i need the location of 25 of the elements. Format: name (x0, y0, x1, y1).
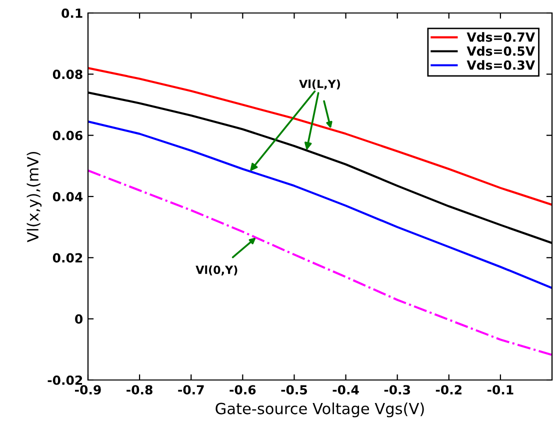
legend-label: Vds=0.3V (466, 60, 535, 70)
x-axis-title: Gate-source Voltage Vgs(V) (216, 402, 424, 418)
legend-label: Vds=0.7V (466, 32, 535, 42)
line-series (88, 120, 552, 289)
y-tick-label: 0 (75, 314, 83, 324)
x-tick-label: -0.5 (281, 385, 308, 395)
x-tick-label: -0.1 (487, 385, 514, 395)
y-tick-label: -0.02 (48, 375, 82, 385)
x-tick-label: -0.6 (230, 385, 256, 395)
x-tick-label: -0.7 (178, 385, 204, 395)
x-tick-label: -0.8 (126, 385, 152, 395)
x-tick-label: -0.4 (332, 385, 359, 395)
y-axis-title: Vl(x,y),(mV) (26, 152, 42, 242)
x-tick-label: -0.3 (384, 385, 410, 395)
annotation: Vl(0,Y) (196, 265, 238, 276)
y-tick-label: 0.1 (62, 8, 82, 18)
y-tick-label: 0.02 (52, 253, 82, 263)
y-tick-label: 0.06 (52, 130, 82, 140)
x-tick-label: -0.2 (436, 385, 462, 395)
annotation: Vl(L,Y) (299, 79, 340, 90)
y-tick-label: 0.08 (52, 70, 82, 80)
legend-label: Vds=0.5V (466, 46, 535, 56)
line-series (88, 169, 552, 356)
y-tick-label: 0.04 (52, 192, 83, 202)
x-tick-label: -0.9 (75, 385, 101, 395)
